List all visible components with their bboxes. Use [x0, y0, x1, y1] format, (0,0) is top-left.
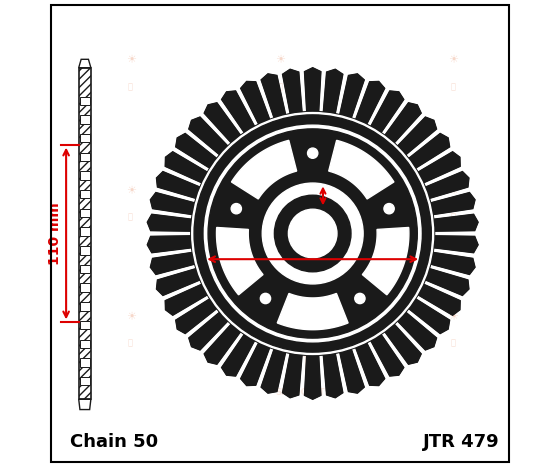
- Circle shape: [307, 148, 318, 158]
- Text: JT: JT: [292, 233, 314, 253]
- Bar: [80, 302, 90, 311]
- Circle shape: [231, 204, 241, 214]
- Polygon shape: [362, 227, 409, 295]
- Text: 沐: 沐: [450, 82, 455, 91]
- Circle shape: [274, 195, 351, 272]
- Polygon shape: [79, 59, 91, 68]
- Polygon shape: [147, 68, 478, 399]
- Text: 130 mm: 130 mm: [291, 271, 353, 285]
- Text: ☀: ☀: [275, 186, 285, 197]
- Circle shape: [208, 129, 417, 338]
- Polygon shape: [329, 140, 394, 199]
- Text: ☀: ☀: [125, 56, 136, 66]
- Text: JT: JT: [292, 354, 314, 374]
- Bar: [80, 265, 90, 273]
- Text: JTR 479: JTR 479: [423, 432, 500, 451]
- Circle shape: [262, 183, 363, 284]
- Polygon shape: [79, 399, 91, 410]
- Polygon shape: [217, 227, 263, 295]
- Circle shape: [194, 115, 431, 352]
- Polygon shape: [277, 293, 348, 330]
- Bar: [80, 246, 90, 255]
- Circle shape: [204, 125, 421, 342]
- Text: ☀: ☀: [125, 186, 136, 197]
- Text: SPROCKETS: SPROCKETS: [276, 266, 331, 276]
- Text: ☀: ☀: [125, 312, 136, 323]
- Text: Chain 50: Chain 50: [70, 432, 158, 451]
- Bar: [80, 97, 90, 105]
- Text: ☀: ☀: [448, 186, 458, 197]
- Text: 沐: 沐: [128, 212, 133, 222]
- Text: 沐: 沐: [450, 339, 455, 348]
- Bar: [80, 377, 90, 385]
- Text: 110 mm: 110 mm: [48, 202, 62, 265]
- Circle shape: [384, 204, 394, 214]
- Text: JT: JT: [292, 112, 314, 131]
- Text: ☀: ☀: [448, 312, 458, 323]
- Circle shape: [256, 289, 275, 308]
- Text: 沐: 沐: [128, 82, 133, 91]
- Circle shape: [227, 199, 246, 218]
- Text: 10.5: 10.5: [340, 190, 372, 202]
- Circle shape: [288, 209, 337, 258]
- Text: ☀: ☀: [275, 312, 285, 323]
- Text: ☀: ☀: [275, 56, 285, 66]
- Text: 沐: 沐: [278, 82, 282, 91]
- Bar: [80, 190, 90, 198]
- Bar: [80, 171, 90, 180]
- Bar: [80, 340, 90, 348]
- Bar: [80, 153, 90, 161]
- Text: 沐: 沐: [450, 212, 455, 222]
- Bar: [80, 209, 90, 217]
- Bar: [80, 321, 90, 329]
- Bar: [79, 68, 91, 399]
- Text: 沐: 沐: [128, 339, 133, 348]
- Circle shape: [192, 113, 433, 354]
- Bar: [80, 283, 90, 292]
- Circle shape: [355, 293, 365, 304]
- Text: ☀: ☀: [448, 56, 458, 66]
- Bar: [80, 358, 90, 367]
- Circle shape: [304, 144, 322, 163]
- Polygon shape: [231, 140, 297, 199]
- Bar: [80, 227, 90, 236]
- Text: SPROCKETS: SPROCKETS: [276, 145, 331, 154]
- Bar: [79, 68, 91, 399]
- Circle shape: [380, 199, 398, 218]
- Text: 沐: 沐: [278, 212, 282, 222]
- Bar: [80, 115, 90, 124]
- Text: 沐: 沐: [278, 339, 282, 348]
- Circle shape: [260, 293, 270, 304]
- Bar: [80, 134, 90, 142]
- Circle shape: [351, 289, 369, 308]
- Text: SPROCKETS: SPROCKETS: [276, 388, 331, 397]
